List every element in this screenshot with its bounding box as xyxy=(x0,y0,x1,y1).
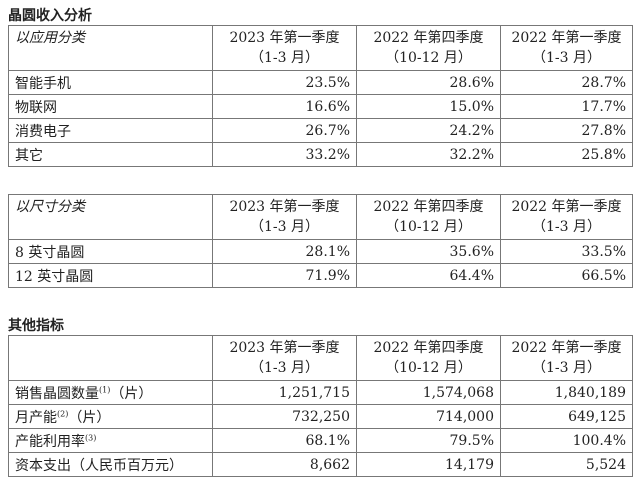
column-header: 2022 年第四季度 （10-12 月） xyxy=(356,335,501,381)
revenue-by-application-table: 以应用分类 2023 年第一季度 （1-3 月） 2022 年第四季度 （10-12… xyxy=(8,25,633,167)
table-row: 物联网 16.6% 15.0% 17.7% xyxy=(8,94,633,119)
row-label-header: 以应用分类 xyxy=(8,25,213,71)
table-row: 12 英寸晶圆 71.9% 64.4% 66.5% xyxy=(8,263,633,288)
column-header: 2023 年第一季度 （1-3 月） xyxy=(212,194,357,240)
column-header: 2022 年第四季度 （10-12 月） xyxy=(356,25,501,71)
table-row: 月产能(2)（片） 732,250 714,000 649,125 xyxy=(8,404,633,429)
column-header: 2022 年第一季度 （1-3 月） xyxy=(500,194,633,240)
section-title-other-metrics: 其他指标 xyxy=(8,318,64,334)
column-header: 2023 年第一季度 （1-3 月） xyxy=(212,25,357,71)
table-row: 资本支出（人民币百万元） 8,662 14,179 5,524 xyxy=(8,452,633,477)
table-header-row: 2023 年第一季度 （1-3 月） 2022 年第四季度 （10-12 月） 20… xyxy=(8,335,633,381)
table-row: 消费电子 26.7% 24.2% 27.8% xyxy=(8,118,633,143)
revenue-by-size-table: 以尺寸分类 2023 年第一季度 （1-3 月） 2022 年第四季度 （10-12… xyxy=(8,194,633,288)
table-header-row: 以尺寸分类 2023 年第一季度 （1-3 月） 2022 年第四季度 （10-12… xyxy=(8,194,633,240)
table-row: 销售晶圆数量(1)（片） 1,251,715 1,574,068 1,840,189 xyxy=(8,380,633,405)
table-row: 其它 33.2% 32.2% 25.8% xyxy=(8,142,633,167)
row-label-header: 以尺寸分类 xyxy=(8,194,213,240)
other-metrics-table: 2023 年第一季度 （1-3 月） 2022 年第四季度 （10-12 月） 20… xyxy=(8,335,633,477)
column-header: 2022 年第一季度 （1-3 月） xyxy=(500,25,633,71)
table-row: 智能手机 23.5% 28.6% 28.7% xyxy=(8,70,633,95)
column-header: 2022 年第一季度 （1-3 月） xyxy=(500,335,633,381)
table-header-row: 以应用分类 2023 年第一季度 （1-3 月） 2022 年第四季度 （10-12… xyxy=(8,25,633,71)
column-header: 2022 年第四季度 （10-12 月） xyxy=(356,194,501,240)
table-row: 产能利用率(3) 68.1% 79.5% 100.4% xyxy=(8,428,633,453)
row-label-header xyxy=(8,335,213,381)
section-title-wafer-revenue: 晶圆收入分析 xyxy=(8,8,92,24)
column-header: 2023 年第一季度 （1-3 月） xyxy=(212,335,357,381)
table-row: 8 英寸晶圆 28.1% 35.6% 33.5% xyxy=(8,239,633,264)
